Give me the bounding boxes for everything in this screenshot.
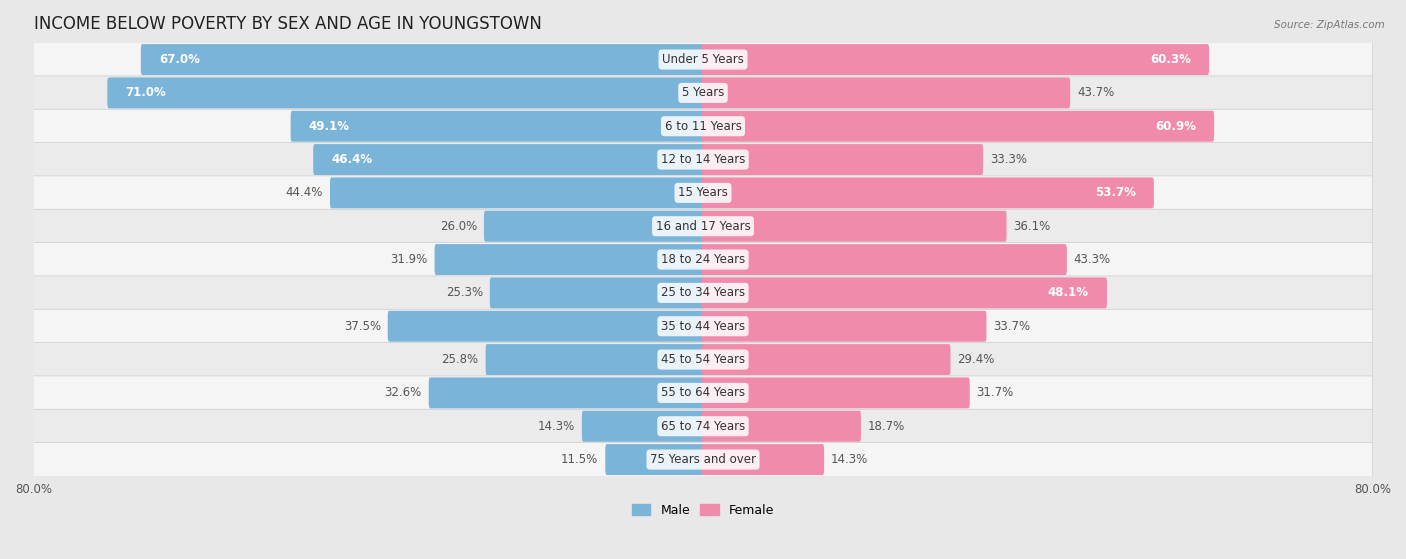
FancyBboxPatch shape	[330, 177, 704, 209]
FancyBboxPatch shape	[702, 411, 860, 442]
FancyBboxPatch shape	[34, 409, 1372, 443]
FancyBboxPatch shape	[34, 109, 1372, 143]
FancyBboxPatch shape	[34, 42, 1372, 77]
Text: 16 and 17 Years: 16 and 17 Years	[655, 220, 751, 233]
FancyBboxPatch shape	[702, 377, 970, 409]
Text: 11.5%: 11.5%	[561, 453, 599, 466]
Text: 12 to 14 Years: 12 to 14 Years	[661, 153, 745, 166]
FancyBboxPatch shape	[34, 343, 1372, 377]
Text: 18 to 24 Years: 18 to 24 Years	[661, 253, 745, 266]
Text: 43.3%: 43.3%	[1074, 253, 1111, 266]
Text: 43.7%: 43.7%	[1077, 87, 1115, 100]
FancyBboxPatch shape	[34, 209, 1372, 243]
Text: INCOME BELOW POVERTY BY SEX AND AGE IN YOUNGSTOWN: INCOME BELOW POVERTY BY SEX AND AGE IN Y…	[34, 15, 541, 33]
FancyBboxPatch shape	[702, 311, 987, 342]
FancyBboxPatch shape	[702, 177, 1154, 209]
FancyBboxPatch shape	[34, 176, 1372, 210]
FancyBboxPatch shape	[434, 244, 704, 275]
Text: 46.4%: 46.4%	[332, 153, 373, 166]
Text: 25 to 34 Years: 25 to 34 Years	[661, 286, 745, 300]
FancyBboxPatch shape	[34, 143, 1372, 177]
Text: 44.4%: 44.4%	[285, 186, 323, 200]
Text: 29.4%: 29.4%	[957, 353, 995, 366]
FancyBboxPatch shape	[702, 211, 1007, 241]
Text: 15 Years: 15 Years	[678, 186, 728, 200]
Text: Source: ZipAtlas.com: Source: ZipAtlas.com	[1274, 20, 1385, 30]
Text: Under 5 Years: Under 5 Years	[662, 53, 744, 66]
FancyBboxPatch shape	[484, 211, 704, 241]
Text: 32.6%: 32.6%	[385, 386, 422, 399]
FancyBboxPatch shape	[485, 344, 704, 375]
Text: 33.7%: 33.7%	[994, 320, 1031, 333]
FancyBboxPatch shape	[388, 311, 704, 342]
Text: 48.1%: 48.1%	[1047, 286, 1088, 300]
Text: 71.0%: 71.0%	[125, 87, 166, 100]
Text: 25.8%: 25.8%	[441, 353, 478, 366]
FancyBboxPatch shape	[291, 111, 704, 141]
FancyBboxPatch shape	[606, 444, 704, 475]
Text: 53.7%: 53.7%	[1095, 186, 1136, 200]
FancyBboxPatch shape	[702, 144, 983, 175]
FancyBboxPatch shape	[702, 44, 1209, 75]
Text: 75 Years and over: 75 Years and over	[650, 453, 756, 466]
Text: 18.7%: 18.7%	[868, 420, 905, 433]
FancyBboxPatch shape	[34, 76, 1372, 110]
FancyBboxPatch shape	[489, 277, 704, 309]
FancyBboxPatch shape	[34, 443, 1372, 477]
Text: 25.3%: 25.3%	[446, 286, 482, 300]
FancyBboxPatch shape	[34, 276, 1372, 310]
Text: 14.3%: 14.3%	[537, 420, 575, 433]
FancyBboxPatch shape	[34, 243, 1372, 277]
FancyBboxPatch shape	[702, 444, 824, 475]
Text: 60.9%: 60.9%	[1154, 120, 1197, 132]
Text: 31.7%: 31.7%	[977, 386, 1014, 399]
Text: 45 to 54 Years: 45 to 54 Years	[661, 353, 745, 366]
FancyBboxPatch shape	[429, 377, 704, 409]
Text: 49.1%: 49.1%	[309, 120, 350, 132]
FancyBboxPatch shape	[34, 309, 1372, 343]
Text: 65 to 74 Years: 65 to 74 Years	[661, 420, 745, 433]
FancyBboxPatch shape	[702, 111, 1215, 141]
Text: 31.9%: 31.9%	[391, 253, 427, 266]
Text: 26.0%: 26.0%	[440, 220, 477, 233]
FancyBboxPatch shape	[702, 344, 950, 375]
FancyBboxPatch shape	[107, 78, 704, 108]
FancyBboxPatch shape	[141, 44, 704, 75]
Legend: Male, Female: Male, Female	[627, 499, 779, 522]
Text: 37.5%: 37.5%	[343, 320, 381, 333]
Text: 5 Years: 5 Years	[682, 87, 724, 100]
Text: 14.3%: 14.3%	[831, 453, 869, 466]
Text: 67.0%: 67.0%	[159, 53, 200, 66]
FancyBboxPatch shape	[702, 78, 1070, 108]
Text: 60.3%: 60.3%	[1150, 53, 1191, 66]
Text: 55 to 64 Years: 55 to 64 Years	[661, 386, 745, 399]
FancyBboxPatch shape	[34, 376, 1372, 410]
Text: 36.1%: 36.1%	[1014, 220, 1050, 233]
FancyBboxPatch shape	[314, 144, 704, 175]
FancyBboxPatch shape	[702, 277, 1107, 309]
Text: 35 to 44 Years: 35 to 44 Years	[661, 320, 745, 333]
FancyBboxPatch shape	[702, 244, 1067, 275]
FancyBboxPatch shape	[582, 411, 704, 442]
Text: 6 to 11 Years: 6 to 11 Years	[665, 120, 741, 132]
Text: 33.3%: 33.3%	[990, 153, 1026, 166]
